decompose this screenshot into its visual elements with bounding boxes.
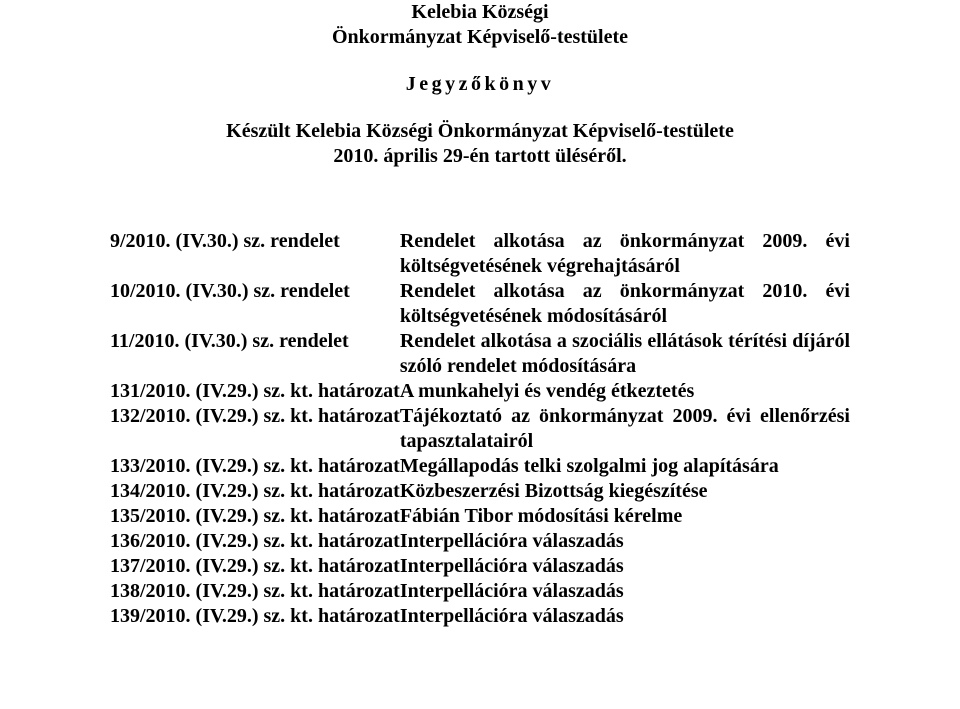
document-header: Kelebia Községi Önkormányzat Képviselő-t… (110, 0, 850, 169)
header-sub1: Készült Kelebia Községi Önkormányzat Kép… (110, 119, 850, 144)
row-description: Interpellációra válaszadás (400, 529, 850, 554)
row-description: Megállapodás telki szolgalmi jog alapítá… (400, 454, 850, 479)
table-row: 137/2010. (IV.29.) sz. kt. határozat Int… (110, 554, 850, 579)
row-description: Közbeszerzési Bizottság kiegészítése (400, 479, 850, 504)
row-reference: 137/2010. (IV.29.) sz. kt. határozat (110, 554, 400, 579)
row-reference: 139/2010. (IV.29.) sz. kt. határozat (110, 604, 400, 629)
header-sub2: 2010. április 29-én tartott üléséről. (110, 144, 850, 169)
row-description: Interpellációra válaszadás (400, 604, 850, 629)
table-row: 9/2010. (IV.30.) sz. rendelet Rendelet a… (110, 229, 850, 279)
header-title: Jegyzőkönyv (110, 72, 850, 97)
resolution-table: 9/2010. (IV.30.) sz. rendelet Rendelet a… (110, 229, 850, 629)
row-description: A munkahelyi és vendég étkeztetés (400, 379, 850, 404)
table-row: 132/2010. (IV.29.) sz. kt. határozat Táj… (110, 404, 850, 454)
header-line2: Önkormányzat Képviselő-testülete (110, 25, 850, 50)
table-row: 131/2010. (IV.29.) sz. kt. határozat A m… (110, 379, 850, 404)
row-reference: 134/2010. (IV.29.) sz. kt. határozat (110, 479, 400, 504)
row-description: Fábián Tibor módosítási kérelme (400, 504, 850, 529)
table-row: 10/2010. (IV.30.) sz. rendelet Rendelet … (110, 279, 850, 329)
table-row: 11/2010. (IV.30.) sz. rendelet Rendelet … (110, 329, 850, 379)
row-description: Rendelet alkotása a szociális ellátások … (400, 329, 850, 379)
table-row: 139/2010. (IV.29.) sz. kt. határozat Int… (110, 604, 850, 629)
row-description: Rendelet alkotása az önkormányzat 2009. … (400, 229, 850, 279)
row-reference: 133/2010. (IV.29.) sz. kt. határozat (110, 454, 400, 479)
table-row: 133/2010. (IV.29.) sz. kt. határozat Meg… (110, 454, 850, 479)
document-page: Kelebia Községi Önkormányzat Képviselő-t… (0, 0, 960, 629)
table-row: 134/2010. (IV.29.) sz. kt. határozat Köz… (110, 479, 850, 504)
row-description: Interpellációra válaszadás (400, 579, 850, 604)
header-line1: Kelebia Községi (110, 0, 850, 25)
row-reference: 135/2010. (IV.29.) sz. kt. határozat (110, 504, 400, 529)
resolution-list: 9/2010. (IV.30.) sz. rendelet Rendelet a… (110, 229, 850, 629)
table-row: 136/2010. (IV.29.) sz. kt. határozat Int… (110, 529, 850, 554)
table-row: 138/2010. (IV.29.) sz. kt. határozat Int… (110, 579, 850, 604)
row-description: Interpellációra válaszadás (400, 554, 850, 579)
row-description: Rendelet alkotása az önkormányzat 2010. … (400, 279, 850, 329)
header-sub-block: Készült Kelebia Községi Önkormányzat Kép… (110, 119, 850, 169)
table-row: 135/2010. (IV.29.) sz. kt. határozat Fáb… (110, 504, 850, 529)
row-reference: 131/2010. (IV.29.) sz. kt. határozat (110, 379, 400, 404)
row-description: Tájékoztató az önkormányzat 2009. évi el… (400, 404, 850, 454)
row-reference: 11/2010. (IV.30.) sz. rendelet (110, 329, 400, 379)
row-reference: 138/2010. (IV.29.) sz. kt. határozat (110, 579, 400, 604)
row-reference: 10/2010. (IV.30.) sz. rendelet (110, 279, 400, 329)
row-reference: 9/2010. (IV.30.) sz. rendelet (110, 229, 400, 279)
row-reference: 136/2010. (IV.29.) sz. kt. határozat (110, 529, 400, 554)
row-reference: 132/2010. (IV.29.) sz. kt. határozat (110, 404, 400, 454)
